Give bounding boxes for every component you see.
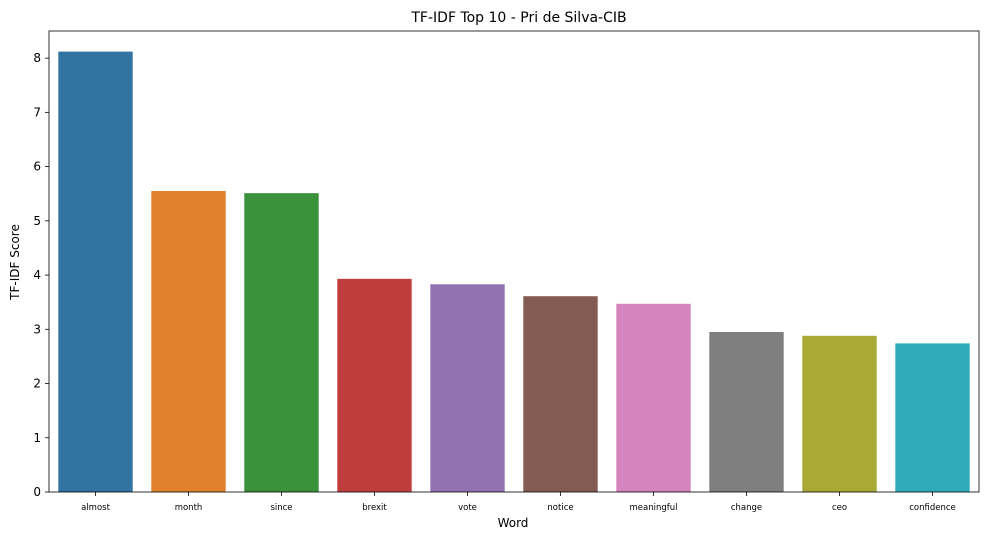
x-tick-label: ceo	[832, 503, 847, 513]
x-tick-label: brexit	[362, 503, 387, 513]
bar-brexit	[337, 278, 412, 492]
x-tick-label: meaningful	[630, 503, 678, 513]
plot-frame	[48, 30, 980, 493]
plot-area: almost month since brexit vote notice meaningf…	[33, 30, 980, 513]
x-tick-label: month	[175, 503, 203, 513]
y-tick-label: 5	[33, 214, 41, 228]
bar-since	[244, 193, 319, 493]
x-tick-label: vote	[458, 503, 477, 513]
x-tick-label: change	[731, 503, 762, 513]
bar-meaningful	[616, 303, 691, 492]
bar-almost	[58, 51, 133, 493]
bar-vote	[430, 284, 505, 492]
y-tick-label: 3	[33, 322, 41, 336]
y-axis-label: TF-IDF Score	[8, 224, 22, 301]
y-tick-label: 2	[33, 377, 41, 391]
x-tick-label: since	[270, 503, 292, 513]
bar-month	[151, 190, 226, 492]
y-tick-label: 4	[33, 268, 41, 282]
x-axis-label: Word	[498, 516, 529, 530]
x-tick-label: confidence	[909, 503, 956, 513]
chart-title: TF-IDF Top 10 - Pri de Silva-CIB	[410, 10, 626, 26]
y-tick-label: 8	[33, 51, 41, 65]
bar-change	[709, 332, 784, 492]
x-tick-label: almost	[81, 503, 110, 513]
bar-notice	[523, 296, 598, 492]
bar-confidence	[895, 343, 970, 492]
bar-ceo	[802, 335, 877, 492]
y-tick-label: 1	[33, 431, 41, 445]
y-tick-label: 7	[33, 105, 41, 119]
x-tick-label: notice	[547, 503, 573, 513]
y-tick-label: 0	[33, 485, 41, 499]
y-tick-label: 6	[33, 160, 41, 174]
